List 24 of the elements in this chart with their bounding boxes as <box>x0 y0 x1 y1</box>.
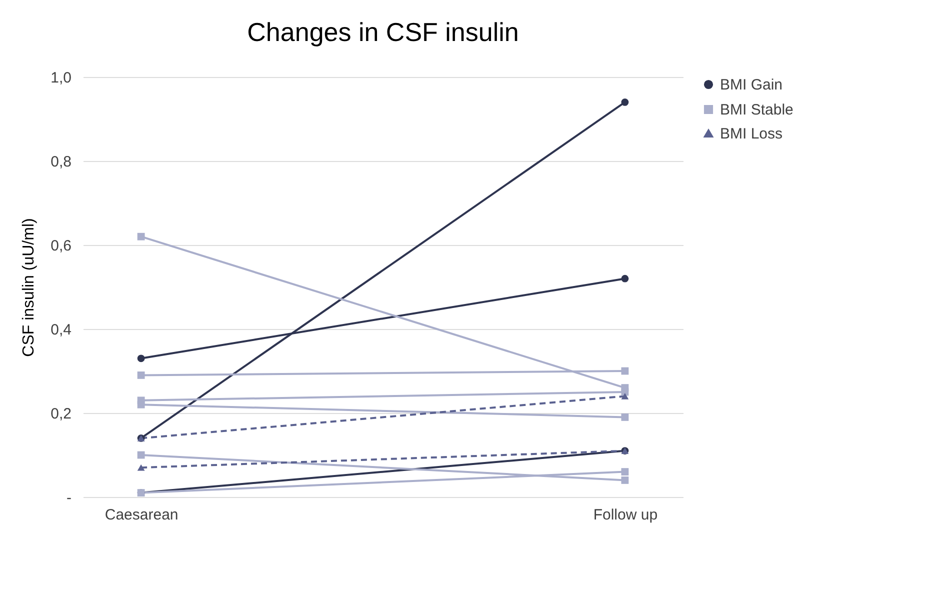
y-tick-label: 0,4 <box>50 322 72 338</box>
point <box>621 98 629 106</box>
y-tick-label: - <box>66 490 72 506</box>
point <box>137 451 145 459</box>
point <box>621 413 629 421</box>
y-tick-label: 1,0 <box>50 70 72 86</box>
chart-title: Changes in CSF insulin <box>247 17 519 47</box>
x-tick-label: Follow up <box>593 506 658 524</box>
point <box>137 232 145 240</box>
y-axis-title: CSF insulin (uU/ml) <box>20 218 38 357</box>
point <box>621 367 629 375</box>
point <box>621 274 629 282</box>
point <box>621 468 629 476</box>
y-tick-label: 0,8 <box>50 154 72 170</box>
point <box>137 371 145 379</box>
legend-label: BMI Gain <box>720 76 783 94</box>
point <box>621 476 629 484</box>
point <box>137 354 145 362</box>
point <box>137 400 145 408</box>
y-tick-label: 0,2 <box>50 406 72 422</box>
y-tick-label: 0,6 <box>50 238 72 254</box>
legend-label: BMI Stable <box>720 102 794 118</box>
x-tick-label: Caesarean <box>104 506 178 524</box>
legend-label: BMI Loss <box>720 126 783 142</box>
